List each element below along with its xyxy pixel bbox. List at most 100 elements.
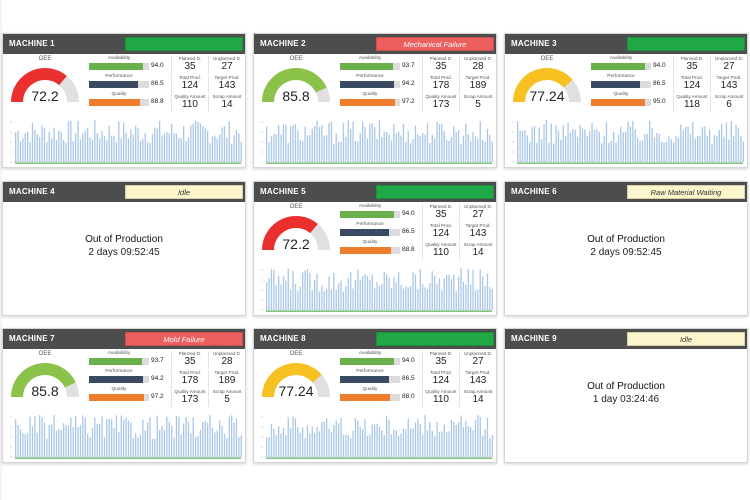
stat-value: 27 [472, 209, 484, 220]
trend-bar [285, 435, 287, 457]
stat-scrap-amount: Scrap Amount 14 [459, 389, 496, 407]
trend-bar [292, 416, 294, 457]
trend-bar [441, 431, 443, 457]
trend-bar [175, 133, 178, 162]
availability-label: Availability [358, 204, 382, 209]
quality-track [340, 99, 400, 106]
trend-bar [130, 129, 132, 162]
trend-bar [383, 271, 385, 310]
trend-bar [318, 127, 321, 162]
quality-row: Quality 88.8 [89, 92, 169, 110]
stat-label: Quality Amount [425, 94, 457, 99]
trend-bar [231, 143, 233, 162]
oee-value: 77.24 [529, 88, 565, 104]
trend-bar [656, 132, 658, 162]
stat-planned: Planned D. 35 [422, 56, 459, 74]
trend-bar [479, 416, 481, 457]
trend-bar [338, 283, 340, 310]
trend-bar [557, 130, 560, 162]
machine-card[interactable]: MACHINE 9 Idle Out of Production 1 day 03:2… [504, 328, 748, 463]
out-of-production: Out of Production 2 days 09:52:45 [505, 234, 747, 258]
quality-row: Quality 88.8 [340, 240, 420, 258]
trend-bar [321, 125, 323, 162]
machine-name: MACHINE 7 [9, 334, 55, 343]
trend-bar [381, 430, 383, 457]
machine-card[interactable]: MACHINE 4 Idle Out of Production 2 days 09:… [2, 181, 246, 316]
trend-bar [142, 138, 144, 162]
trend-bar [166, 416, 168, 457]
trend-bar [378, 120, 381, 162]
trend-bar [352, 288, 354, 310]
machine-header: MACHINE 9 Idle [505, 329, 747, 349]
machine-header: MACHINE 7 Mold Failure [3, 329, 245, 349]
stat-label: Unplanned D. [714, 56, 744, 61]
trend-bar [414, 274, 417, 310]
trend-bar [278, 124, 280, 162]
trend-bar [455, 291, 457, 310]
machine-header: MACHINE 6 Raw Material Waiting [505, 182, 747, 202]
trend-bar [335, 289, 337, 310]
trend-bar [17, 424, 19, 457]
status-badge [376, 332, 494, 346]
trend-bar [130, 422, 132, 457]
trend-bar [639, 140, 641, 162]
trend-bar [89, 437, 91, 457]
trend-bar [395, 430, 397, 457]
trend-bar [321, 285, 323, 310]
machine-card[interactable]: MACHINE 7 Mold Failure OEE 85.8 Availability… [2, 328, 246, 463]
trend-bar [627, 121, 629, 162]
trend-bar [472, 430, 474, 457]
trend-bar [77, 121, 79, 162]
trend-bar [163, 133, 166, 162]
machine-card[interactable]: MACHINE 8 OEE 77.24 Availability 94.0 Perform… [253, 328, 497, 463]
trend-bar [297, 427, 299, 457]
oee-label: OEE [289, 351, 303, 357]
trend-bar [718, 129, 720, 162]
trend-bar [524, 130, 526, 162]
trend-chart-svg [261, 268, 493, 312]
trend-bar [309, 135, 311, 162]
machine-card[interactable]: MACHINE 5 OEE 72.2 Availability 94.0 Performa… [253, 181, 497, 316]
trend-bar [474, 290, 477, 310]
machine-card[interactable]: MACHINE 6 Raw Material Waiting Out of Prod… [504, 181, 748, 316]
downtime-duration: 1 day 03:24:46 [592, 394, 660, 405]
machine-name: MACHINE 8 [260, 334, 306, 343]
trend-bar [711, 143, 713, 162]
trend-bar [127, 138, 130, 162]
trend-bar [491, 141, 493, 162]
trend-bar [438, 123, 441, 162]
machine-card[interactable]: MACHINE 3 OEE 77.24 Availability 94.0 Perform… [504, 33, 748, 168]
trend-bar [649, 120, 651, 162]
trend-bar [75, 133, 77, 162]
trend-bar [51, 424, 53, 457]
trend-bar [560, 139, 562, 162]
trend-bar [489, 287, 491, 310]
trend-bar [450, 419, 453, 457]
machine-card[interactable]: MACHINE 1 OEE 72.2 Availability 94.0 Performa… [2, 33, 246, 168]
stat-value: 35 [686, 61, 698, 72]
oee-gauge: OEE 77.24 [256, 351, 336, 407]
trend-bar [733, 136, 735, 162]
downtime-duration: 2 days 09:52:45 [88, 247, 160, 258]
trend-bar [596, 129, 598, 162]
oee-gauge-arc [11, 68, 79, 103]
trend-bar [641, 140, 644, 162]
out-of-production-label: Out of Production [587, 234, 665, 245]
trend-bar [84, 417, 86, 457]
trend-bar [70, 120, 72, 162]
trend-bar [282, 276, 285, 310]
trend-bar [311, 290, 313, 310]
trend-bar [364, 273, 366, 310]
trend-bar [168, 133, 170, 162]
trend-bar [159, 121, 161, 162]
trend-bar [371, 123, 373, 162]
trend-bar [446, 140, 448, 162]
stat-label: Scrap Amount [463, 389, 493, 394]
trend-bar [419, 136, 421, 162]
trend-bar [593, 129, 596, 162]
machine-card[interactable]: MACHINE 2 Mechanical Failure OEE 85.8 Availa… [253, 33, 497, 168]
trend-bar [46, 142, 48, 162]
stat-value: 27 [723, 61, 735, 72]
stat-value: 178 [432, 80, 450, 91]
trend-bar [101, 416, 103, 457]
